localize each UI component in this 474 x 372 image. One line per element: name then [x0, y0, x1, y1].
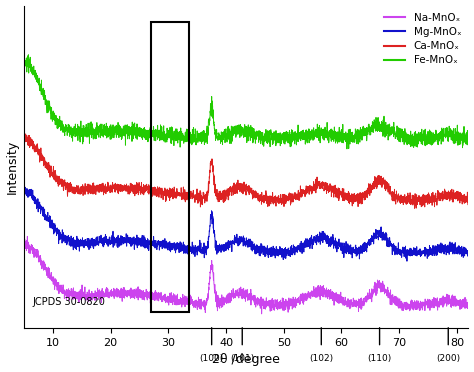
Text: (110): (110): [367, 354, 392, 363]
Text: (100): (100): [200, 354, 224, 363]
X-axis label: 2θ /degree: 2θ /degree: [212, 353, 280, 366]
Bar: [151, 22, 189, 312]
Text: (200): (200): [436, 354, 460, 363]
Y-axis label: Intensity: Intensity: [6, 140, 18, 194]
Text: JCPDS 30-0820: JCPDS 30-0820: [33, 297, 106, 307]
Text: (102): (102): [309, 354, 333, 363]
Text: (101): (101): [230, 354, 255, 363]
Legend: Na-MnOₓ, Mg-MnOₓ, Ca-MnOₓ, Fe-MnOₓ: Na-MnOₓ, Mg-MnOₓ, Ca-MnOₓ, Fe-MnOₓ: [380, 9, 465, 70]
